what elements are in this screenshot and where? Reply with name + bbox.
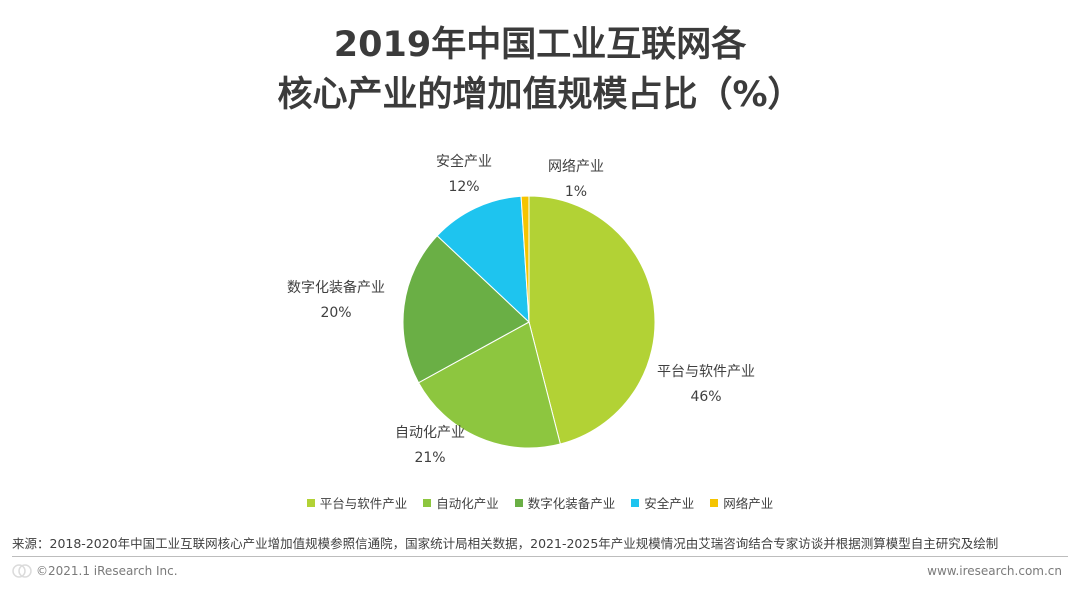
legend-item: 网络产业 — [710, 493, 773, 512]
legend-swatch — [306, 498, 315, 507]
legend-swatch — [423, 498, 432, 507]
pie-slice — [417, 321, 561, 449]
legend-label: 网络产业 — [723, 496, 774, 511]
pie-slice — [402, 235, 530, 384]
legend-item: 平台与软件产业 — [306, 493, 408, 512]
slice-category-label: 数字化装备产业 — [287, 279, 385, 296]
legend-label: 平台与软件产业 — [319, 496, 408, 511]
slice-value-label: 20% — [320, 305, 351, 321]
source-note: 来源：2018-2020年中国工业互联网核心产业增加值规模参照信通院，国家统计局… — [12, 536, 999, 551]
website-url: www.iresearch.com.cn — [927, 564, 1062, 578]
slice-category-label: 网络产业 — [548, 159, 604, 175]
slice-value-label: 21% — [414, 450, 445, 466]
legend-item: 自动化产业 — [423, 493, 499, 512]
pie-slice — [520, 195, 530, 323]
legend-label: 安全产业 — [644, 496, 695, 511]
slice-category-label: 平台与软件产业 — [657, 364, 755, 380]
slice-value-label: 46% — [690, 389, 721, 405]
slice-value-label: 1% — [565, 184, 587, 200]
chart-legend: 平台与软件产业 自动化产业 数字化装备产业 安全产业 网络产业 — [0, 493, 1080, 512]
chart-title-line2: 核心产业的增加值规模占比（%） — [277, 75, 803, 115]
pie-slice — [436, 195, 530, 324]
watermark-logo-icon — [12, 564, 32, 578]
legend-label: 自动化产业 — [436, 496, 499, 511]
copyright: ©2021.1 iResearch Inc. — [36, 564, 178, 578]
chart-title-line1: 2019年中国工业互联网各 — [333, 25, 747, 65]
legend-item: 安全产业 — [631, 493, 694, 512]
pie-slice — [528, 195, 656, 445]
footer-divider — [12, 556, 1068, 557]
slice-category-label: 安全产业 — [436, 153, 492, 170]
slice-value-label: 12% — [448, 179, 479, 195]
legend-swatch — [631, 498, 640, 507]
legend-swatch — [710, 498, 719, 507]
legend-label: 数字化装备产业 — [527, 496, 616, 511]
slice-category-label: 自动化产业 — [395, 425, 465, 441]
legend-item: 数字化装备产业 — [514, 493, 616, 512]
legend-swatch — [514, 498, 523, 507]
